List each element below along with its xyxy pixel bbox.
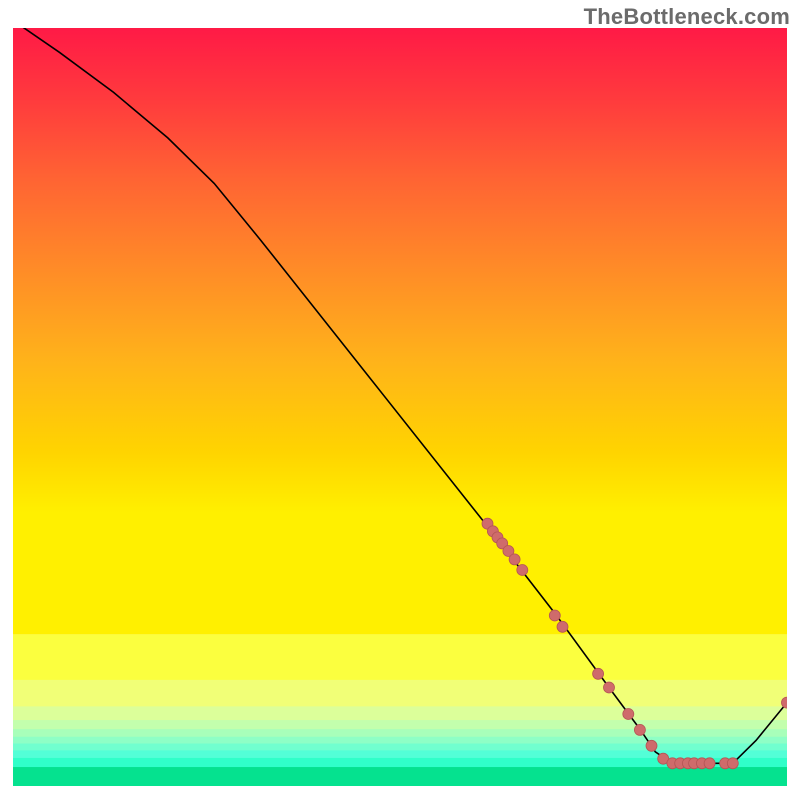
color-band [13, 767, 787, 787]
color-band [13, 737, 787, 744]
data-point-marker [634, 724, 645, 735]
data-point-marker [727, 758, 738, 769]
color-band [13, 750, 787, 758]
data-point-marker [623, 709, 634, 720]
data-point-marker [557, 621, 568, 632]
color-band [13, 729, 787, 737]
color-band [13, 744, 787, 751]
data-point-marker [517, 565, 528, 576]
color-band [13, 706, 787, 720]
color-band [13, 680, 787, 707]
color-band [13, 720, 787, 730]
data-point-marker [782, 697, 793, 708]
color-band [13, 634, 787, 680]
data-point-marker [646, 740, 657, 751]
data-point-marker [549, 610, 560, 621]
bottleneck-curve-chart [0, 0, 800, 800]
data-point-marker [704, 758, 715, 769]
data-point-marker [509, 554, 520, 565]
watermark-label: TheBottleneck.com [584, 4, 790, 30]
gradient-background [13, 28, 787, 634]
data-point-marker [604, 682, 615, 693]
data-point-marker [593, 668, 604, 679]
chart-container: TheBottleneck.com [0, 0, 800, 800]
